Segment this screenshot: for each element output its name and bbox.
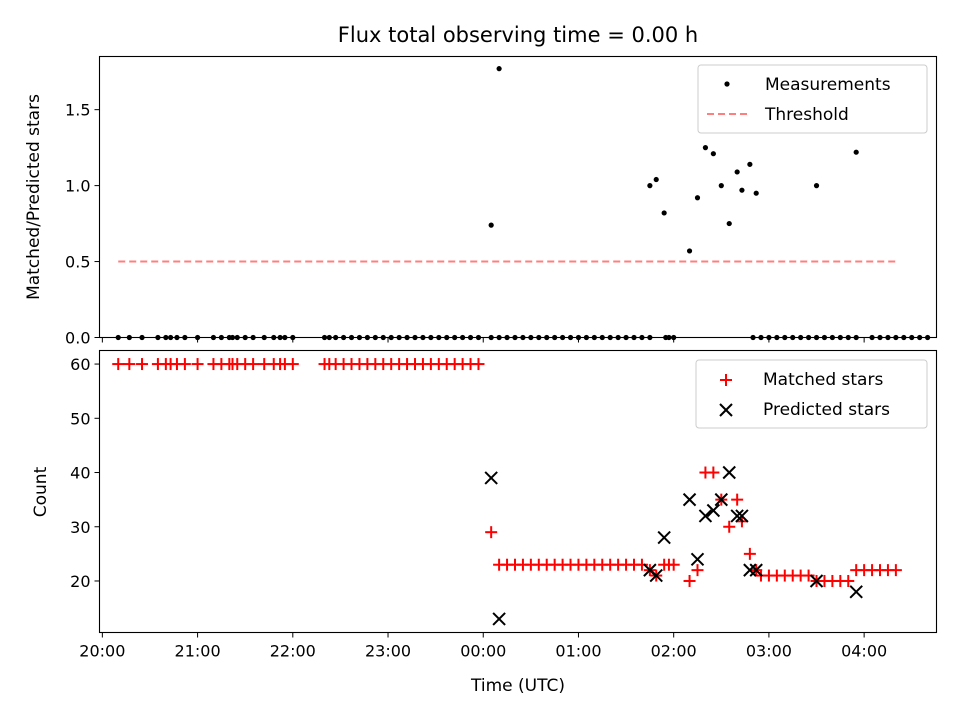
matched-star-point [707, 466, 720, 479]
matched-star-point [635, 558, 648, 571]
top-panel: 0.0 0.5 1.0 1.5 Matched/Predicted stars Mea… [24, 55, 938, 348]
matched-star-point [842, 574, 855, 587]
predicted-star-point [690, 552, 705, 566]
predicted-star-point [492, 612, 506, 626]
legend-label-measurements: Measurements [765, 75, 891, 95]
predicted-star-point [484, 471, 498, 485]
matched-star-point [683, 574, 696, 587]
bottom-legend: Matched stars Predicted stars [695, 359, 928, 429]
measurement-point [653, 176, 659, 183]
predicted-star-point [849, 585, 863, 599]
y-tick-label: 1.0 [65, 177, 90, 196]
predicted-star-point [735, 509, 749, 523]
matched-star-point [889, 564, 902, 577]
measurement-point [739, 187, 745, 193]
matched-star-point [723, 520, 736, 533]
bottom-panel: 20 30 40 50 60 20:00 21:00 22:00 23:00 00:00 01:0… [31, 349, 938, 696]
matched-star-point [691, 564, 704, 577]
matched-star-point [286, 358, 299, 371]
y-tick-label: 20 [70, 572, 90, 591]
top-legend: Measurements Threshold [697, 64, 928, 134]
measurement-point [686, 248, 693, 254]
x-tick-label: 00:00 [460, 642, 506, 661]
measurement-point [853, 149, 859, 155]
predicted-star-point [743, 563, 757, 577]
predicted-star-point [730, 509, 744, 523]
matched-star-point [112, 358, 125, 371]
matched-star-point [731, 493, 744, 506]
matched-star-point [247, 358, 260, 371]
bottom-axes-frame [98, 349, 938, 634]
y-tick-label: 0.5 [65, 253, 90, 272]
x-tick-label: 23:00 [365, 642, 411, 661]
x-tick-label: 04:00 [841, 642, 887, 661]
legend-marker-predicted [719, 403, 733, 417]
bottom-x-ticks: 20:00 21:00 22:00 23:00 00:00 01:00 02:00 03:00… [79, 632, 887, 661]
measurement-point [710, 151, 716, 157]
x-tick-label: 20:00 [79, 642, 125, 661]
x-tick-label: 21:00 [175, 642, 221, 661]
legend-label-threshold: Threshold [764, 105, 849, 125]
y-tick-label: 40 [70, 464, 90, 483]
x-tick-label: 02:00 [651, 642, 697, 661]
measurement-point [718, 183, 724, 189]
matched-star-point [123, 358, 136, 371]
predicted-star-point [722, 465, 736, 480]
measurement-point [726, 220, 732, 227]
predicted-star-point [698, 509, 713, 523]
x-tick-label: 03:00 [746, 642, 792, 661]
matched-star-point [472, 358, 485, 371]
top-marks [115, 66, 931, 341]
predicted-star-point [706, 503, 721, 518]
predicted-star-point [714, 492, 729, 507]
measurement-point [702, 145, 709, 151]
predicted-star-point [649, 568, 663, 583]
bottom-marks [112, 358, 902, 626]
bottom-legend-frame [695, 359, 928, 429]
matched-star-point [136, 358, 149, 371]
y-tick-label: 1.5 [65, 101, 90, 120]
measurement-point [747, 161, 753, 167]
measurement-point [647, 183, 653, 189]
matched-star-point [667, 558, 680, 571]
legend-label-matched: Matched stars [763, 370, 883, 390]
matched-star-point [485, 526, 498, 539]
y-tick-label: 0.0 [65, 329, 90, 348]
y-tick-label: 30 [70, 518, 90, 537]
measurement-point [694, 195, 701, 201]
top-x-ticks [101, 337, 865, 343]
predicted-star-point [749, 563, 763, 577]
matched-star-point [191, 358, 204, 371]
x-tick-label: 01:00 [555, 642, 601, 661]
top-axes-frame [98, 55, 938, 339]
legend-label-predicted: Predicted stars [763, 400, 890, 420]
predicted-star-point [682, 492, 697, 507]
measurement-point [813, 183, 820, 189]
predicted-star-point [657, 530, 671, 545]
legend-marker-matched [720, 374, 732, 386]
measurement-point [488, 222, 494, 228]
predicted-star-point [809, 574, 824, 588]
chart-title: Flux total observing time = 0.00 h [338, 23, 698, 47]
y-tick-label: 60 [70, 355, 90, 374]
x-axis-label: Time (UTC) [470, 676, 565, 696]
top-legend-frame [697, 64, 928, 134]
measurement-point [753, 190, 759, 196]
top-y-ticks: 0.0 0.5 1.0 1.5 [65, 101, 100, 348]
y-tick-label: 50 [70, 409, 90, 428]
measurement-point [496, 66, 502, 72]
bottom-y-ticks: 20 30 40 50 60 [70, 355, 100, 591]
measurement-point [661, 210, 667, 216]
legend-marker-measurements [724, 81, 730, 87]
top-y-axis-label: Matched/Predicted stars [24, 94, 44, 300]
measurement-point [734, 169, 740, 175]
matched-star-point [802, 569, 815, 582]
x-tick-label: 22:00 [270, 642, 316, 661]
bottom-y-axis-label: Count [31, 466, 51, 517]
matched-star-point [178, 358, 191, 371]
matched-star-point [743, 547, 756, 560]
